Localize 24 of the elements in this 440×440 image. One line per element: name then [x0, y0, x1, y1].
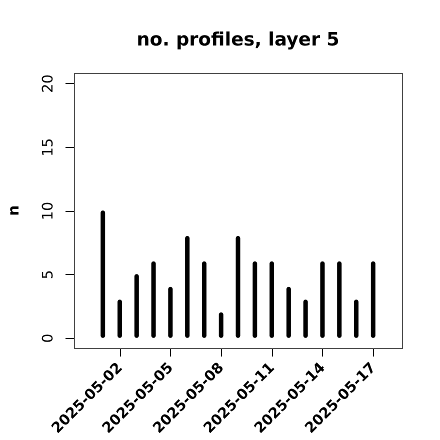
- bar: [134, 274, 139, 338]
- bar: [218, 312, 224, 338]
- bar: [202, 261, 206, 338]
- bar: [320, 261, 325, 338]
- bar: [151, 261, 156, 338]
- bar: [236, 236, 240, 338]
- bar: [354, 300, 358, 338]
- y-tick-label: 5: [40, 270, 56, 280]
- bar: [118, 300, 122, 338]
- bar: [370, 261, 376, 338]
- bar: [286, 286, 291, 338]
- y-tick-label: 0: [40, 334, 56, 343]
- bar: [270, 261, 274, 338]
- bar: [337, 261, 342, 338]
- bar: [252, 261, 258, 338]
- bar: [185, 236, 190, 338]
- bar: [303, 300, 308, 338]
- y-tick-label: 10: [40, 202, 56, 220]
- bar: [168, 286, 173, 338]
- y-tick-label: 20: [40, 74, 56, 93]
- bar: [100, 210, 106, 338]
- y-tick-label: 15: [40, 138, 56, 157]
- y-axis-title: n: [4, 205, 22, 216]
- chart-title: no. profiles, layer 5: [136, 30, 340, 50]
